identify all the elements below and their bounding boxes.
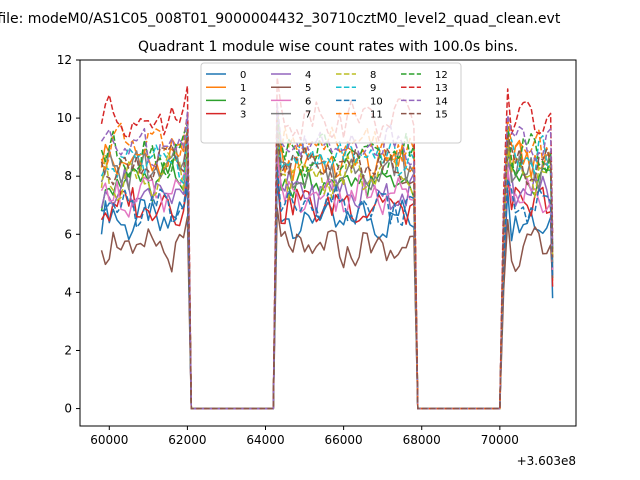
x-tick-label: 60000 xyxy=(90,433,128,447)
chart-title: Quadrant 1 module wise count rates with … xyxy=(138,39,518,55)
x-axis: 60000 62000 64000 66000 68000 70000 xyxy=(90,426,519,447)
y-tick-label: 0 xyxy=(64,402,72,416)
x-tick-label: 68000 xyxy=(403,433,441,447)
y-tick-label: 4 xyxy=(64,285,72,299)
legend-label-10: 10 xyxy=(370,96,383,107)
series-line-5 xyxy=(100,207,554,410)
x-tick-label: 62000 xyxy=(168,433,206,447)
y-tick-label: 2 xyxy=(64,343,72,357)
legend-label-8: 8 xyxy=(370,70,376,81)
series-line-10 xyxy=(101,166,554,410)
y-tick-label: 12 xyxy=(57,53,72,67)
plot-frame xyxy=(79,59,577,427)
figure-suptitle: n file: modeM0/AS1C05_008T01_9000004432_… xyxy=(0,11,561,27)
y-tick-label: 6 xyxy=(64,227,72,241)
legend-box xyxy=(200,62,462,144)
y-tick-label: 10 xyxy=(57,111,72,125)
legend-label-4: 4 xyxy=(305,70,311,81)
legend-label-6: 6 xyxy=(305,96,311,107)
legend-label-7: 7 xyxy=(305,110,311,121)
legend-label-2: 2 xyxy=(240,96,246,107)
series-layer xyxy=(100,76,554,410)
legend-label-1: 1 xyxy=(240,83,246,94)
x-offset-label: +3.603e8 xyxy=(517,454,576,468)
y-axis: 0 2 4 6 8 10 12 xyxy=(57,53,80,416)
legend-label-15: 15 xyxy=(435,110,448,121)
series-line-15 xyxy=(100,123,554,410)
x-tick-label: 64000 xyxy=(246,433,284,447)
legend-label-9: 9 xyxy=(370,83,376,94)
x-tick-label: 70000 xyxy=(481,433,519,447)
legend-label-0: 0 xyxy=(240,70,246,81)
legend-label-12: 12 xyxy=(435,70,448,81)
legend-label-13: 13 xyxy=(435,83,448,94)
legend-label-11: 11 xyxy=(370,110,383,121)
x-tick-label: 66000 xyxy=(325,433,363,447)
legend-label-3: 3 xyxy=(240,110,246,121)
y-tick-label: 8 xyxy=(64,169,72,183)
legend-label-5: 5 xyxy=(305,83,311,94)
legend-label-14: 14 xyxy=(435,96,448,107)
